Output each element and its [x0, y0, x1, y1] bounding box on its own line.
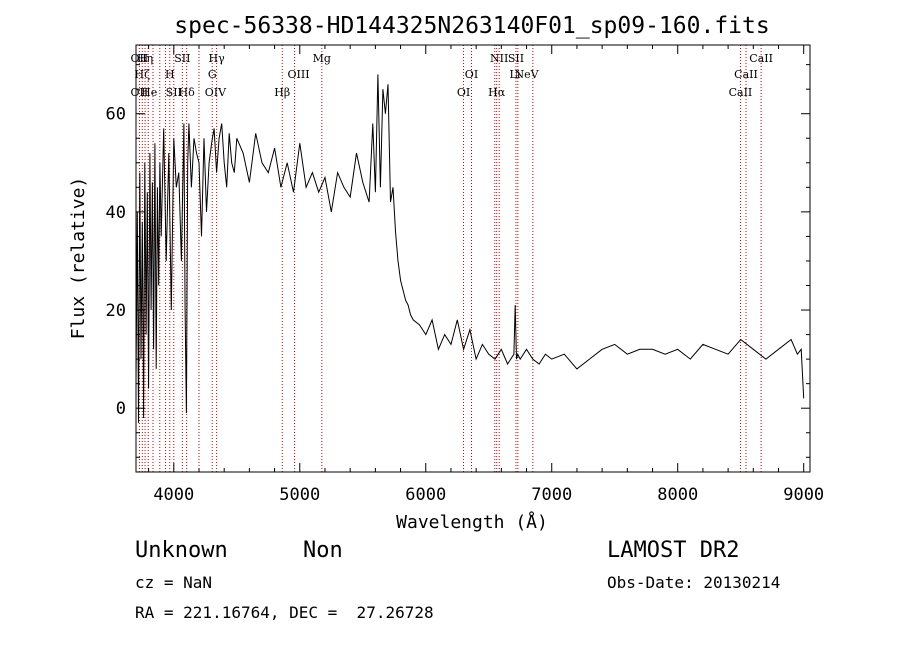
line-marker-label: SII	[508, 52, 524, 65]
x-tick-label: 4000	[153, 485, 194, 505]
coordinates: RA = 221.16764, DEC = 27.26728	[135, 603, 434, 622]
line-marker-label: Mg	[313, 52, 331, 65]
line-marker-label: NeV	[514, 68, 539, 81]
line-marker-label: He	[141, 86, 157, 99]
y-tick-label: 20	[106, 301, 126, 321]
plot-frame	[135, 44, 811, 473]
x-tick-label: 8000	[657, 485, 698, 505]
line-marker-label: SII	[174, 52, 190, 65]
object-subclass: Non	[303, 538, 343, 563]
line-marker-label: Hβ	[274, 86, 290, 99]
x-tick-label: 7000	[531, 485, 572, 505]
x-tick-label: 9000	[783, 485, 824, 505]
y-axis-label: Flux (relative)	[68, 177, 89, 340]
x-tick-label: 6000	[405, 485, 446, 505]
line-marker-label: Li	[510, 68, 521, 81]
line-marker-label: Hα	[488, 86, 506, 99]
object-class: Unknown	[135, 538, 228, 563]
line-marker-label: CaII	[729, 86, 753, 99]
y-tick-label: 40	[106, 203, 126, 223]
y-axis-ticks: 0 20 40 60	[106, 64, 810, 458]
line-marker-label: Hζ	[135, 68, 151, 81]
line-marker-label: CaII	[734, 68, 758, 81]
line-marker-label: OIII	[287, 68, 309, 81]
line-marker-label: SII	[166, 86, 182, 99]
survey-name: LAMOST DR2	[607, 538, 740, 563]
spectrum-line	[135, 74, 805, 423]
line-marker-label: OI	[465, 68, 478, 81]
line-marker-label: H	[165, 68, 175, 81]
line-marker-label: Hγ	[209, 52, 226, 65]
line-marker-label: CaII	[749, 52, 773, 65]
y-tick-label: 60	[106, 105, 126, 125]
redshift-value: cz = NaN	[135, 573, 213, 592]
line-marker-label: NII	[490, 52, 508, 65]
line-marker-label: OIV	[205, 86, 227, 99]
y-tick-label: 0	[116, 399, 126, 419]
obs-date: Obs-Date: 20130214	[607, 573, 781, 592]
x-tick-label: 5000	[279, 485, 320, 505]
line-marker-label: OII	[131, 52, 149, 65]
line-marker-label: Hδ	[179, 86, 196, 99]
line-marker-label: G	[208, 68, 217, 81]
x-axis-label: Wavelength (Å)	[396, 511, 548, 533]
line-marker-label: OII	[131, 86, 149, 99]
chart-title: spec-56338-HD144325N263140F01_sp09-160.f…	[174, 13, 769, 39]
line-marker-label: OI	[457, 86, 470, 99]
line-marker-label: Hη	[137, 52, 153, 65]
x-axis-ticks: 4000 5000 6000 7000 8000 9000	[148, 45, 824, 505]
marker-lines	[138, 45, 762, 472]
